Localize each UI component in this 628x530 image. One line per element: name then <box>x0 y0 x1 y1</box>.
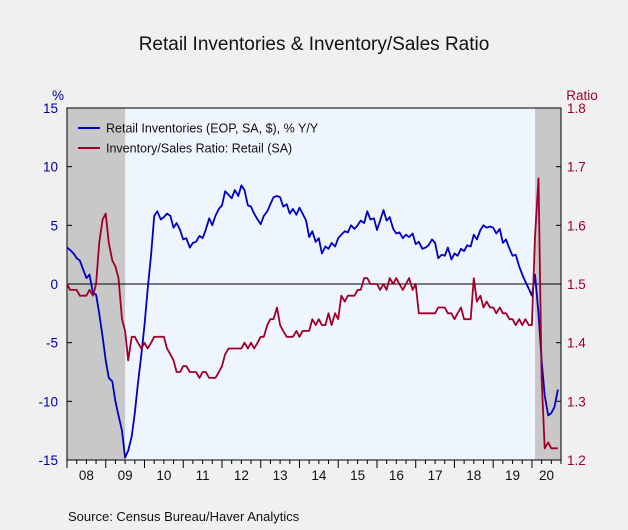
right-tick-label: 1.5 <box>567 277 586 292</box>
legend: Retail Inventories (EOP, SA, $), % Y/Y In… <box>78 122 319 156</box>
chart-source: Source: Census Bureau/Haver Analytics <box>68 509 300 524</box>
x-tick-label: 20 <box>539 468 554 483</box>
plot-area: 15 10 5 0 -5 -10 -15 1.8 1.7 1.6 1.5 1.4 1.3 1.2 08 09 1… <box>38 101 586 483</box>
x-tick-label: 19 <box>505 468 520 483</box>
chart-title: Retail Inventories & Inventory/Sales Rat… <box>139 34 490 55</box>
x-tick-label: 15 <box>350 468 365 483</box>
left-tick-label: -15 <box>38 453 58 468</box>
right-tick-label: 1.4 <box>567 336 586 351</box>
left-tick-label: 0 <box>50 277 58 292</box>
legend-label-1: Inventory/Sales Ratio: Retail (SA) <box>106 142 292 156</box>
series-line-0 <box>66 184 559 459</box>
series-line-1 <box>66 177 558 450</box>
x-tick-label: 09 <box>118 468 133 483</box>
left-tick-label: 5 <box>50 218 58 233</box>
right-axis-unit: Ratio <box>566 88 598 103</box>
left-tick-label: -5 <box>46 336 58 351</box>
right-tick-label: 1.3 <box>567 394 586 409</box>
left-axis-unit: % <box>52 88 64 103</box>
x-tick-label: 12 <box>234 468 249 483</box>
x-tick-label: 10 <box>156 468 171 483</box>
x-tick-label: 16 <box>389 468 404 483</box>
right-tick-label: 1.6 <box>567 218 586 233</box>
x-tick-label: 11 <box>196 468 210 483</box>
x-tick-label: 08 <box>79 468 94 483</box>
x-tick-label: 13 <box>273 468 288 483</box>
left-tick-label: -10 <box>38 394 58 409</box>
left-tick-label: 15 <box>43 101 58 116</box>
right-tick-label: 1.8 <box>567 101 586 116</box>
right-tick-label: 1.7 <box>567 160 586 175</box>
x-tick-label: 14 <box>311 468 327 483</box>
right-tick-label: 1.2 <box>567 453 586 468</box>
legend-label-0: Retail Inventories (EOP, SA, $), % Y/Y <box>106 122 319 136</box>
x-tick-label: 17 <box>428 468 443 483</box>
x-tick-label: 18 <box>466 468 481 483</box>
left-tick-label: 10 <box>43 160 58 175</box>
